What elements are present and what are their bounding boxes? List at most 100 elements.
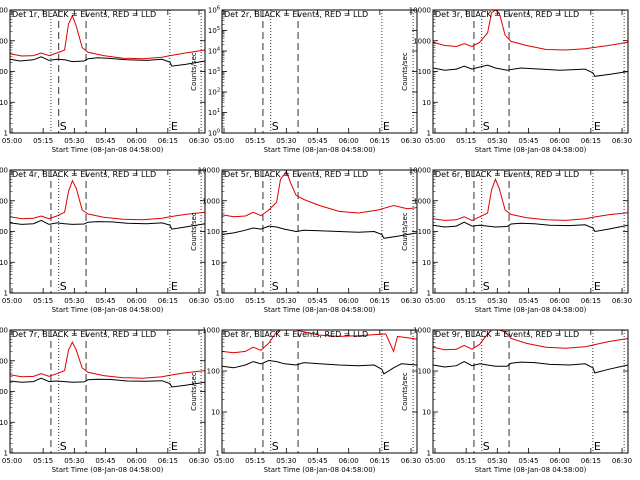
x-tick-label: 05:45 xyxy=(95,137,115,145)
series-events-line xyxy=(10,219,205,230)
y-tick-label: 1 xyxy=(427,450,431,458)
x-tick-label: 05:30 xyxy=(276,297,296,305)
x-tick-label: 05:30 xyxy=(64,137,84,145)
x-tick-label: 05:00 xyxy=(2,297,22,305)
x-tick-label: 05:30 xyxy=(276,137,296,145)
x-tick-label: 05:00 xyxy=(425,137,445,145)
x-tick-label: 05:00 xyxy=(425,297,445,305)
x-tick-label: 06:30 xyxy=(612,137,632,145)
x-tick-label: 06:15 xyxy=(370,137,390,145)
marker-e-label: E xyxy=(171,120,178,133)
x-tick-label: 05:30 xyxy=(487,297,507,305)
y-tick-label: 100 xyxy=(0,228,8,236)
x-tick-label: 05:30 xyxy=(64,457,84,465)
x-tick-label: 05:30 xyxy=(487,457,507,465)
x-tick-label: 06:15 xyxy=(158,297,178,305)
y-tick-label: 1000 xyxy=(202,327,220,335)
x-tick-label: 05:45 xyxy=(518,297,538,305)
y-tick-label: 106 xyxy=(208,6,220,15)
series-events-line xyxy=(433,64,628,77)
panel-title: Det 8r, BLACK = Events, RED = LLD xyxy=(224,330,368,339)
y-tick-label: 10000 xyxy=(0,7,8,15)
y-tick-label: 10000 xyxy=(0,167,8,175)
y-tick-label: 10 xyxy=(422,409,431,417)
marker-e-label: E xyxy=(171,280,178,293)
series-events-line xyxy=(10,56,205,67)
x-tick-label: 06:30 xyxy=(612,457,632,465)
y-tick-label: 10000 xyxy=(0,327,8,335)
x-tick-label: 05:15 xyxy=(456,457,476,465)
y-tick-label: 1 xyxy=(216,290,220,298)
x-tick-label: 05:15 xyxy=(33,137,53,145)
x-axis-label: Start Time (08-Jan-08 04:58:00) xyxy=(52,466,164,474)
y-tick-label: 1 xyxy=(216,450,220,458)
x-tick-label: 05:45 xyxy=(518,137,538,145)
panel-frame xyxy=(221,9,418,134)
x-tick-label: 06:30 xyxy=(401,297,421,305)
series-lld-line xyxy=(222,170,417,218)
x-tick-label: 05:15 xyxy=(33,297,53,305)
marker-e-label: E xyxy=(594,120,601,133)
panel-frame xyxy=(221,329,418,454)
x-tick-label: 06:15 xyxy=(581,297,601,305)
y-tick-label: 1000 xyxy=(0,37,8,45)
y-tick-label: 1000 xyxy=(413,327,431,335)
y-tick-label: 10000 xyxy=(198,167,220,175)
y-tick-label: 10 xyxy=(422,259,431,267)
x-tick-label: 05:45 xyxy=(95,457,115,465)
panel-frame xyxy=(432,169,629,294)
x-tick-label: 06:15 xyxy=(370,457,390,465)
marker-s-label: S xyxy=(272,120,279,133)
y-axis-label: Counts/sec xyxy=(190,52,198,91)
x-tick-label: 05:45 xyxy=(307,137,327,145)
y-tick-label: 10 xyxy=(211,259,220,267)
x-tick-label: 06:30 xyxy=(401,457,421,465)
x-tick-label: 05:00 xyxy=(2,457,22,465)
y-axis-label: Counts/sec xyxy=(190,372,198,411)
x-tick-label: 05:15 xyxy=(33,457,53,465)
panel-title: Det 3r, BLACK = Events, RED = LLD xyxy=(435,10,579,19)
series-events-line xyxy=(10,377,205,388)
panel-frame xyxy=(432,9,629,134)
y-tick-label: 100 xyxy=(207,228,220,236)
y-tick-label: 1 xyxy=(4,450,8,458)
x-tick-label: 06:15 xyxy=(158,137,178,145)
marker-s-label: S xyxy=(483,280,490,293)
y-tick-label: 1000 xyxy=(413,197,431,205)
marker-s-label: S xyxy=(483,440,490,453)
y-tick-label: 1 xyxy=(427,290,431,298)
y-tick-label: 100 xyxy=(418,368,431,376)
x-tick-label: 06:00 xyxy=(127,137,147,145)
marker-e-label: E xyxy=(383,280,390,293)
marker-e-label: E xyxy=(171,440,178,453)
panel-title: Det 6r, BLACK = Events, RED = LLD xyxy=(435,170,579,179)
y-tick-label: 100 xyxy=(418,68,431,76)
y-tick-label: 1 xyxy=(4,130,8,138)
y-tick-label: 10 xyxy=(211,409,220,417)
x-tick-label: 06:00 xyxy=(339,297,359,305)
x-tick-label: 06:00 xyxy=(339,457,359,465)
y-tick-label: 10000 xyxy=(409,167,431,175)
x-axis-label: Start Time (08-Jan-08 04:58:00) xyxy=(475,306,587,314)
y-tick-label: 1 xyxy=(427,130,431,138)
x-axis-label: Start Time (08-Jan-08 04:58:00) xyxy=(264,146,376,154)
y-tick-label: 101 xyxy=(208,108,220,117)
x-tick-label: 06:30 xyxy=(612,297,632,305)
series-lld-line xyxy=(10,179,205,221)
y-axis-label: Counts/sec xyxy=(401,212,409,251)
series-lld-line xyxy=(10,341,205,379)
series-events-line xyxy=(222,225,417,239)
x-tick-label: 06:00 xyxy=(550,297,570,305)
x-tick-label: 06:30 xyxy=(189,297,209,305)
x-axis-label: Start Time (08-Jan-08 04:58:00) xyxy=(475,466,587,474)
